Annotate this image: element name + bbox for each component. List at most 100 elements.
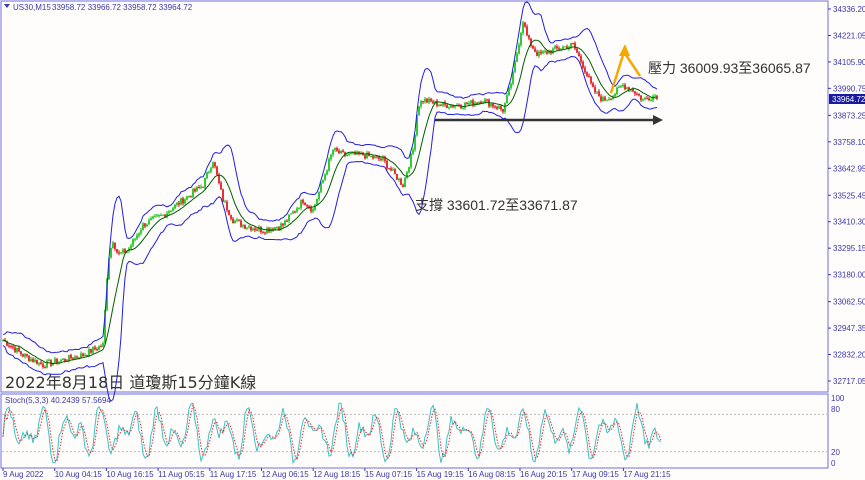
candle [586,72,588,76]
candle [150,218,152,221]
candle [642,99,644,101]
candle [248,226,250,228]
candle [536,51,538,56]
candle [278,227,280,230]
candle [432,101,434,104]
candle [520,33,522,45]
candle [328,159,330,171]
symbol-label: US30,M15 [13,3,51,12]
candle [88,349,90,356]
candle [548,50,550,54]
candle [546,51,548,54]
ohlc-values: 33958.72 33966.72 33958.72 33964.72 [52,3,193,12]
candle [290,213,292,215]
candle [94,347,96,350]
candle [134,238,136,240]
candle [296,208,298,212]
candle [538,51,540,56]
candle [404,177,406,188]
candle [48,360,50,362]
candle [552,48,554,54]
candle [514,61,516,72]
support-arrowhead-icon [653,115,663,125]
candle [560,49,562,51]
candle [300,199,302,208]
candle [314,204,316,210]
candle [446,104,448,108]
candle [614,94,616,96]
candle [486,99,488,101]
candle [564,46,566,48]
candle [140,230,142,234]
candle [590,76,592,84]
candle [184,199,186,204]
candle [632,89,634,92]
candle [374,156,376,159]
candle [54,358,56,363]
candle [654,95,656,97]
candle [246,227,248,229]
candle [214,162,216,167]
candle [110,248,112,258]
candle [162,214,164,216]
candle [260,227,262,233]
candle [390,168,392,171]
time-axis: 9 Aug 2022 10 Aug 04:15 10 Aug 16:15 11 Aug… [2,468,671,479]
candle [558,48,560,50]
candle [164,214,166,217]
time-tick-label: 11 Aug 17:15 [210,470,257,479]
price-tick-label: 34336.20 [833,5,865,14]
stoch-label: Stoch(5,3,3) 40.2439 57.5694 [5,396,111,405]
support-annotation: 支撐 33601.72至33671.87 [415,197,578,213]
candle [98,346,100,350]
candle [298,207,300,209]
candle [188,195,190,197]
candle [502,108,504,112]
current-price: 33964.72 [832,95,865,104]
candle [472,100,474,106]
candle [484,99,486,103]
candle [148,220,150,225]
main-pane-border [0,0,829,393]
candle [492,103,494,107]
candle [626,87,628,90]
candle [476,102,478,104]
candle [400,178,402,185]
candle [330,154,332,160]
candle [242,225,244,227]
candle [428,98,430,103]
candle [86,355,88,357]
candle [192,189,194,197]
candle [258,227,260,230]
candle [324,174,326,180]
candle [200,186,202,188]
candle [210,168,212,172]
time-tick-label: 17 Aug 09:15 [572,470,620,479]
candle [276,227,278,229]
candle [460,106,462,109]
candle [286,220,288,222]
time-tick-label: 17 Aug 21:15 [623,470,671,479]
candle [648,98,650,101]
candle [452,105,454,107]
candle [230,215,232,219]
candle [284,220,286,226]
time-tick-label: 15 Aug 07:15 [365,470,413,479]
candle [516,53,518,62]
price-tick-label: 33642.95 [833,164,865,173]
candle [574,43,576,49]
bollinger-bands [2,1,658,402]
candle [152,216,154,219]
candle [596,91,598,93]
candle [124,249,126,253]
candle [212,162,214,169]
candle [70,355,72,359]
dropdown-triangle-icon[interactable] [4,4,10,8]
time-tick-label: 12 Aug 06:15 [262,470,310,479]
candle [74,356,76,360]
candle [262,232,264,234]
price-tick-label: 32717.05 [833,377,865,386]
current-price-marker [829,94,865,104]
